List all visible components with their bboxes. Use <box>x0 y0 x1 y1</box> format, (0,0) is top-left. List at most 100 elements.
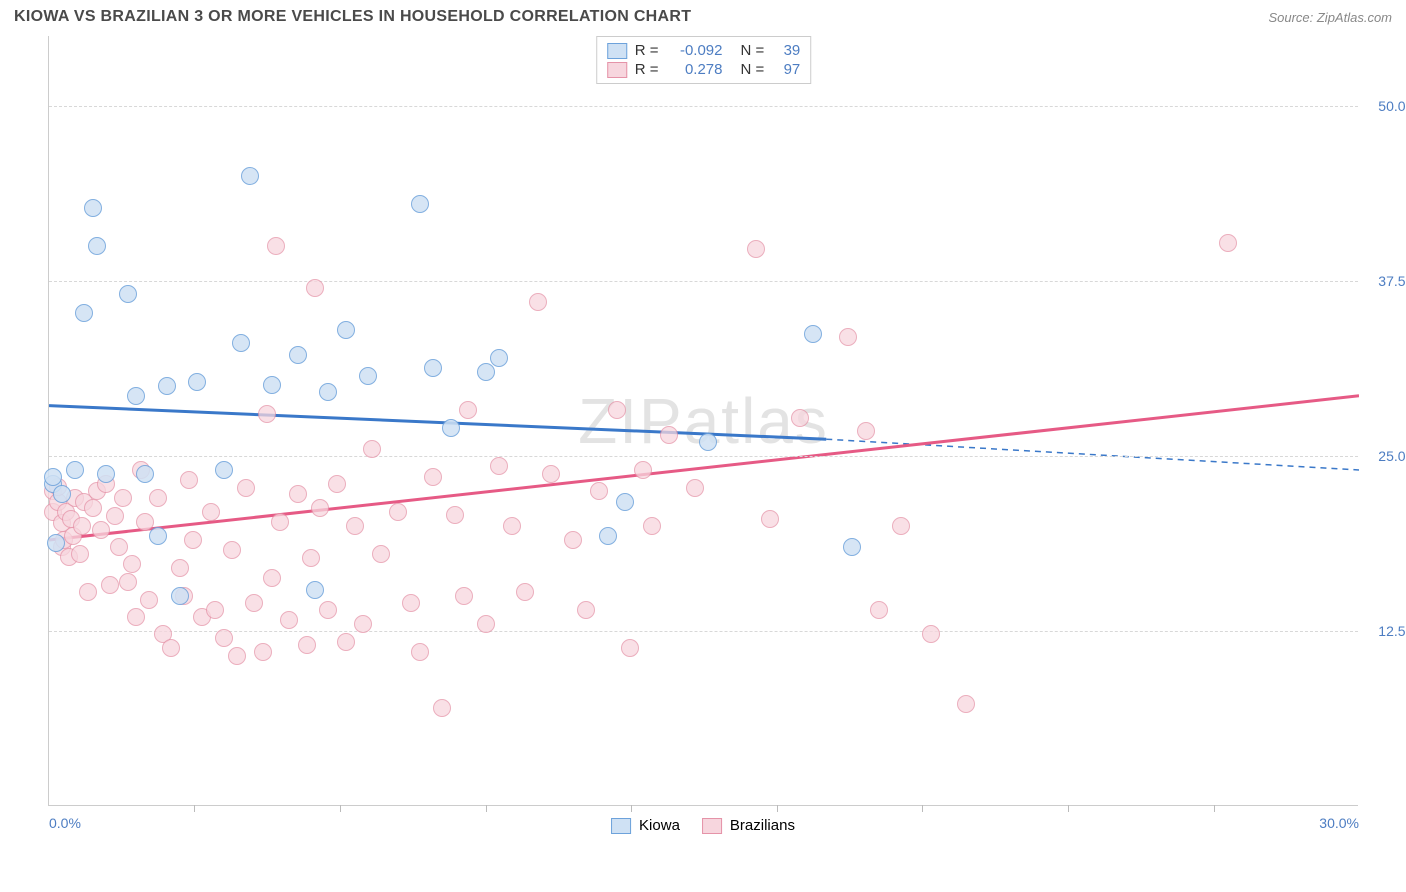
scatter-point <box>791 409 809 427</box>
scatter-point <box>254 643 272 661</box>
legend-swatch <box>702 818 722 834</box>
x-tick-mark <box>777 805 778 812</box>
scatter-point <box>289 485 307 503</box>
scatter-point <box>228 647 246 665</box>
scatter-point <box>843 538 861 556</box>
scatter-point <box>411 643 429 661</box>
scatter-point <box>149 527 167 545</box>
scatter-point <box>616 493 634 511</box>
scatter-point <box>319 601 337 619</box>
scatter-point <box>298 636 316 654</box>
x-tick-mark <box>486 805 487 812</box>
scatter-point <box>577 601 595 619</box>
scatter-point <box>424 359 442 377</box>
scatter-point <box>490 457 508 475</box>
scatter-point <box>804 325 822 343</box>
scatter-point <box>280 611 298 629</box>
x-tick-label: 30.0% <box>1319 815 1359 831</box>
scatter-point <box>97 465 115 483</box>
r-value: -0.092 <box>667 42 723 59</box>
scatter-point <box>433 699 451 717</box>
scatter-point <box>119 573 137 591</box>
scatter-point <box>359 367 377 385</box>
correlation-legend: R =-0.092N =39R =0.278N =97 <box>596 36 812 84</box>
scatter-point <box>106 507 124 525</box>
scatter-point <box>84 499 102 517</box>
legend-swatch <box>607 43 627 59</box>
scatter-point <box>870 601 888 619</box>
scatter-point <box>171 587 189 605</box>
scatter-point <box>446 506 464 524</box>
correlation-legend-row: R =0.278N =97 <box>607 60 801 79</box>
scatter-point <box>634 461 652 479</box>
scatter-point <box>44 468 62 486</box>
scatter-point <box>857 422 875 440</box>
scatter-point <box>237 479 255 497</box>
r-label: R = <box>635 42 659 59</box>
scatter-point <box>337 321 355 339</box>
scatter-point <box>263 569 281 587</box>
correlation-legend-row: R =-0.092N =39 <box>607 41 801 60</box>
scatter-point <box>127 387 145 405</box>
series-legend-label: Brazilians <box>730 817 795 834</box>
scatter-point <box>75 304 93 322</box>
scatter-point <box>92 521 110 539</box>
scatter-point <box>53 485 71 503</box>
chart-plot-area: ZIPatlas R =-0.092N =39R =0.278N =97 12.… <box>48 36 1358 806</box>
x-tick-mark <box>1214 805 1215 812</box>
scatter-point <box>354 615 372 633</box>
scatter-point <box>328 475 346 493</box>
scatter-point <box>171 559 189 577</box>
scatter-point <box>215 629 233 647</box>
r-label: R = <box>635 61 659 78</box>
series-legend-label: Kiowa <box>639 817 680 834</box>
scatter-point <box>101 576 119 594</box>
scatter-point <box>184 531 202 549</box>
series-legend: Kiowa Brazilians <box>611 817 795 834</box>
scatter-point <box>503 517 521 535</box>
scatter-point <box>442 419 460 437</box>
scatter-point <box>215 461 233 479</box>
scatter-point <box>223 541 241 559</box>
scatter-point <box>88 237 106 255</box>
scatter-point <box>490 349 508 367</box>
gridline <box>49 106 1358 107</box>
scatter-point <box>660 426 678 444</box>
scatter-point <box>542 465 560 483</box>
n-value: 39 <box>772 42 800 59</box>
scatter-point <box>477 363 495 381</box>
scatter-point <box>424 468 442 486</box>
scatter-point <box>232 334 250 352</box>
y-tick-label: 50.0% <box>1378 98 1406 114</box>
scatter-point <box>590 482 608 500</box>
scatter-point <box>608 401 626 419</box>
scatter-point <box>149 489 167 507</box>
scatter-point <box>529 293 547 311</box>
scatter-point <box>477 615 495 633</box>
scatter-point <box>839 328 857 346</box>
scatter-point <box>84 199 102 217</box>
scatter-point <box>267 237 285 255</box>
scatter-point <box>206 601 224 619</box>
scatter-point <box>71 545 89 563</box>
y-tick-label: 37.5% <box>1378 273 1406 289</box>
scatter-point <box>306 581 324 599</box>
y-tick-label: 12.5% <box>1378 623 1406 639</box>
scatter-point <box>621 639 639 657</box>
scatter-point <box>119 285 137 303</box>
scatter-point <box>346 517 364 535</box>
scatter-point <box>455 587 473 605</box>
series-legend-item: Kiowa <box>611 817 680 834</box>
chart-wrap: 3 or more Vehicles in Household ZIPatlas… <box>12 36 1394 806</box>
x-tick-mark <box>340 805 341 812</box>
scatter-point <box>136 465 154 483</box>
scatter-point <box>564 531 582 549</box>
scatter-point <box>66 461 84 479</box>
scatter-point <box>747 240 765 258</box>
scatter-point <box>1219 234 1237 252</box>
scatter-point <box>922 625 940 643</box>
r-value: 0.278 <box>667 61 723 78</box>
scatter-point <box>73 517 91 535</box>
trend-lines-svg <box>49 36 1359 806</box>
scatter-point <box>459 401 477 419</box>
